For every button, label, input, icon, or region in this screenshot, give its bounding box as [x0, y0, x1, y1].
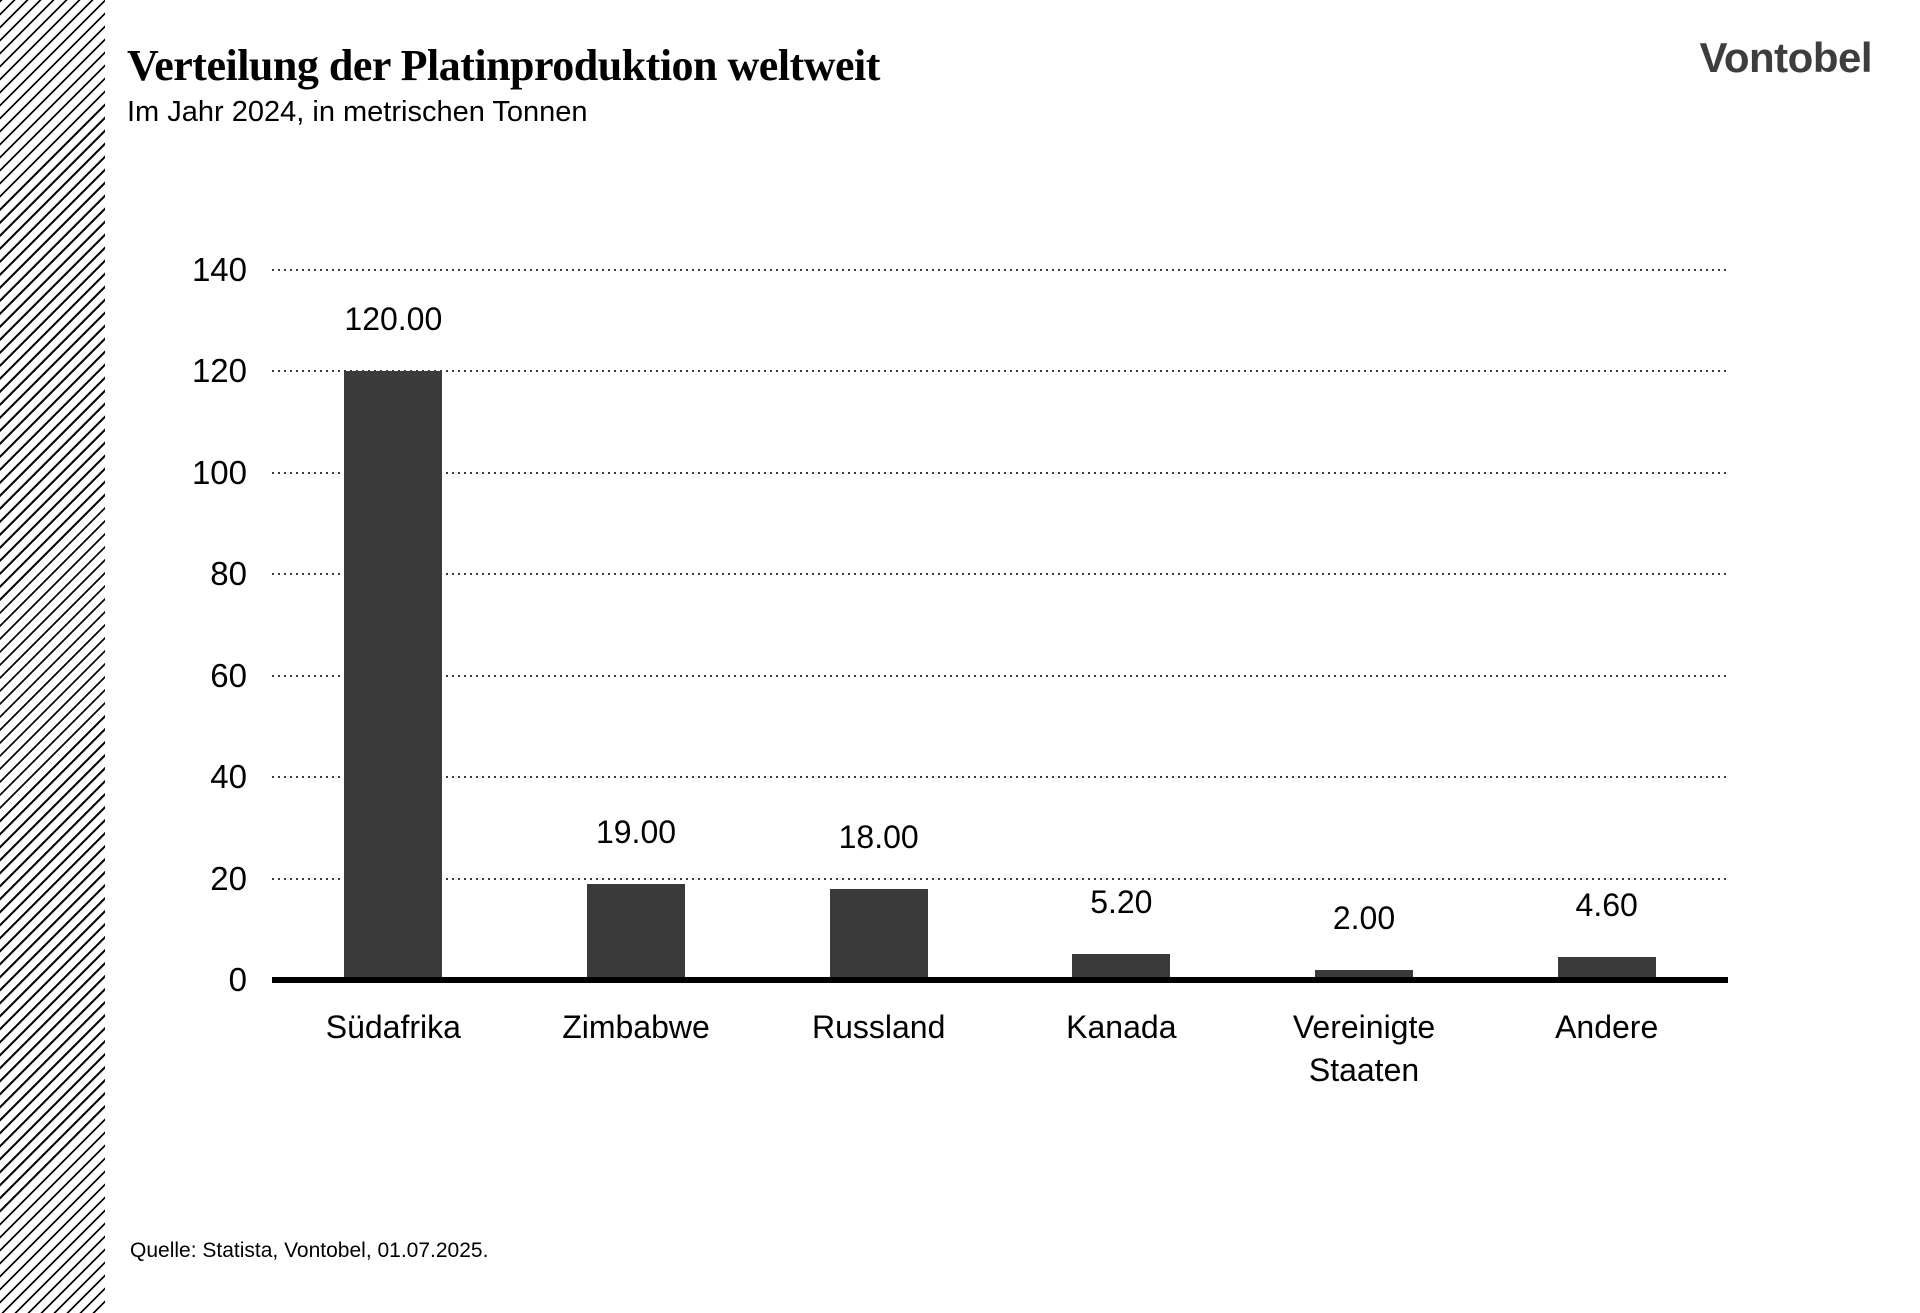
- gridline-80: [272, 573, 1728, 576]
- y-tick-20: 20: [210, 859, 247, 897]
- y-tick-60: 60: [210, 656, 247, 694]
- y-tick-140: 140: [191, 251, 247, 288]
- x-label-zimbabwe: Zimbabwe: [562, 1009, 710, 1045]
- chart-subtitle: Im Jahr 2024, in metrischen Tonnen: [127, 96, 588, 128]
- bar-kanada: [1072, 953, 1171, 980]
- y-tick-40: 40: [210, 758, 247, 796]
- hatch-border: [0, 0, 105, 1313]
- bar-zimbabwe: [587, 883, 685, 980]
- gridline-20: [272, 877, 1728, 880]
- x-label-kanada: Kanada: [1066, 1009, 1177, 1045]
- value-label-kanada: 5.20: [1090, 883, 1153, 920]
- bar-russland: [829, 888, 928, 980]
- bar-vereinigte-staaten: [1315, 969, 1413, 980]
- y-tick-0: 0: [228, 961, 247, 998]
- vontobel-logo: Vontobel: [1699, 34, 1872, 81]
- x-label-russland: Russland: [811, 1009, 946, 1045]
- x-label-andere: Andere: [1555, 1009, 1659, 1045]
- y-tick-100: 100: [191, 453, 247, 491]
- gridline-40: [272, 776, 1728, 779]
- value-label-sudafrika: 120.00: [344, 301, 443, 338]
- bar-sudafrika: [344, 371, 443, 980]
- gridline-120: [272, 370, 1728, 373]
- y-tick-120: 120: [191, 352, 247, 390]
- x-axis-line: [272, 977, 1728, 983]
- gridline-140: [272, 269, 1728, 271]
- x-label-vereinigte-staaten: Vereinigte Staaten: [1292, 1009, 1436, 1088]
- chart-title: Verteilung der Platinproduktion weltweit: [127, 41, 880, 90]
- value-label-zimbabwe: 19.00: [595, 813, 677, 850]
- gridline-100: [272, 471, 1728, 474]
- source-note: Quelle: Statista, Vontobel, 01.07.2025.: [130, 1239, 489, 1262]
- x-label-sudafrika: Südafrika: [325, 1009, 461, 1045]
- bar-andere: [1557, 956, 1656, 980]
- y-tick-80: 80: [210, 555, 247, 593]
- value-label-vereinigte-staaten: 2.00: [1332, 899, 1396, 936]
- gridline-60: [272, 674, 1728, 677]
- value-label-russland: 18.00: [838, 818, 919, 855]
- value-label-andere: 4.60: [1575, 886, 1638, 923]
